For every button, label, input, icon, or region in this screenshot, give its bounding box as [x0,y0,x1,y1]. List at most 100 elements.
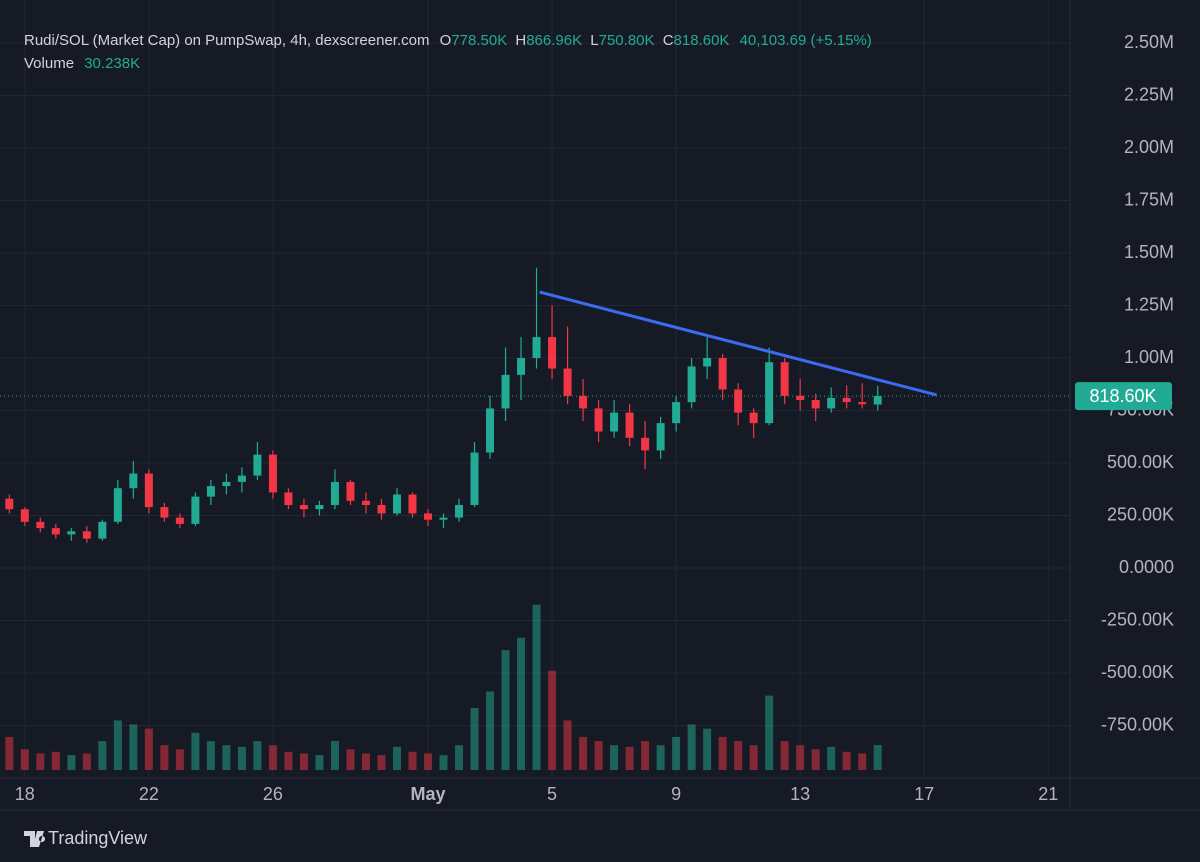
volume-bar [144,728,153,770]
candle-body [718,358,727,390]
volume-value: 30.238K [84,55,141,72]
legend-value: 866.96K [526,32,583,49]
logo: TradingView [24,828,148,848]
candle-body [734,389,743,413]
candle-body [827,397,836,409]
candle-body [625,412,634,438]
candle-body [672,402,681,424]
y-tick-label: 250.00K [1107,504,1174,524]
x-tick-label: May [410,784,445,804]
volume-bar [361,753,370,770]
candle-body [191,496,200,524]
candle-body [579,395,588,409]
legend-key: H [515,32,527,49]
volume-bar [765,695,774,770]
candle-body [268,454,277,493]
candle-body [284,492,293,506]
y-tick-label: 2.50M [1124,32,1174,52]
y-tick-label: 2.25M [1124,84,1174,104]
candle-body [175,517,184,524]
volume-bar [579,736,588,770]
candle-body [206,486,215,497]
volume-bar [703,728,712,770]
candle-body [811,400,820,409]
volume-bar [501,650,510,770]
candle-body [424,513,432,520]
candle-body [392,494,401,514]
last-price-tag [1075,382,1172,411]
candle-body [113,488,122,522]
volume-bar [749,745,758,770]
y-tick-label: -250.00K [1101,609,1174,629]
x-tick-label: 26 [263,784,283,804]
volume-bar [734,741,743,770]
volume-bar [486,691,495,770]
candle-body [796,395,805,401]
volume-bar [377,755,386,770]
candle-body [253,454,262,476]
volume-bar [113,720,122,770]
volume-bar [780,741,789,770]
volume-bar [641,741,650,770]
volume-bar [827,746,836,770]
candle-body [873,396,882,405]
candle-body [330,481,339,506]
candle-body [315,505,324,510]
candle-body [361,500,370,506]
y-tick-label: 2.00M [1124,137,1174,157]
candle-body [129,473,138,489]
candle-body [144,473,153,508]
candle-body [82,531,91,539]
trend-line [539,290,938,397]
candle-body [439,517,448,520]
x-tick-label: 9 [671,784,681,804]
legend-title: Rudi/SOL (Market Cap) on PumpSwap, 4h, d… [24,32,430,49]
candle-body [67,531,76,535]
y-tick-label: 1.50M [1124,242,1174,262]
volume-bar [191,732,200,770]
volume-bar [563,720,572,770]
candle-body [656,423,665,451]
candle-body [51,528,60,535]
y-tick-label: 1.75M [1124,189,1174,209]
volume-bar [796,745,805,770]
volume-bar [253,741,262,770]
candle-body [610,412,619,432]
last-price-label: 818.60K [1089,386,1156,406]
candle-body [98,521,107,539]
candle-body [501,374,510,409]
legend-key: O [439,32,452,49]
volume-bar [392,746,401,770]
y-tick-label: 1.00M [1124,347,1174,367]
logo-text: TradingView [48,828,148,848]
volume-bar [455,745,464,770]
candle-body [687,366,696,403]
y-tick-label: -750.00K [1101,714,1174,734]
candle-body [517,358,526,375]
candle-body [842,397,851,403]
candle-body [160,507,169,518]
candle-body [346,481,355,501]
candle-body [563,368,572,396]
volume-bar [594,741,603,770]
candle-body [486,408,495,453]
candle-body [222,481,231,487]
candle-body [532,337,541,359]
volume-bar [284,751,293,770]
y-tick-label: 1.25M [1124,294,1174,314]
legend-key: L [590,32,599,49]
volume-bar [842,751,851,770]
candle-body [408,494,417,514]
candle-body [858,402,867,405]
volume-bar [610,745,619,770]
legend-row: Rudi/SOL (Market Cap) on PumpSwap, 4h, d… [24,29,872,52]
y-tick-label: -500.00K [1101,662,1174,682]
volume-bar [268,745,277,770]
volume-bar [470,707,479,770]
volume-bar [346,749,355,770]
candle-body [237,475,246,482]
volume-bar [408,751,417,770]
candle-body [765,362,774,424]
volume-bar [625,746,634,770]
